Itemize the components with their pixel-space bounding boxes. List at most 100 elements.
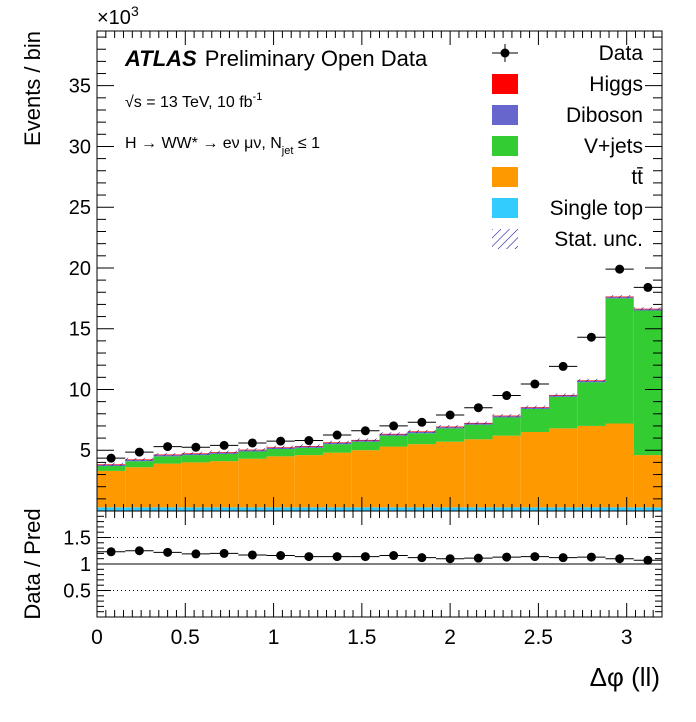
channel-label: H → WW* → eν μν, Njet ≤ 1 xyxy=(125,135,320,157)
bar-2-3 xyxy=(181,455,210,463)
legend-marker-dot xyxy=(500,48,510,58)
bar-2-8 xyxy=(323,444,352,453)
data-point-12 xyxy=(445,410,455,420)
bar-1-17 xyxy=(577,425,606,508)
bar-1-13 xyxy=(464,439,493,508)
bar-2-2 xyxy=(153,456,182,464)
ratio-point-2 xyxy=(163,547,173,557)
ratio-point-12 xyxy=(445,554,455,564)
bar-0-15 xyxy=(520,507,549,511)
stat-unc-band-6 xyxy=(266,445,295,449)
ratio-panel: 0.5 1 1.5 0 0.5 1 1.5 2 2.5 3 Data / Pred xyxy=(20,508,663,649)
stat-unc-band-11 xyxy=(407,429,436,433)
ratio-point-19 xyxy=(643,555,653,565)
legend-label-1: Higgs xyxy=(589,73,643,96)
bar-2-5 xyxy=(238,451,267,459)
main-axes: 5 10 15 20 25 30 35 xyxy=(69,31,663,511)
ratio-point-13 xyxy=(473,553,483,563)
x-tick-label-6: 3 xyxy=(621,626,633,649)
bar-0-19 xyxy=(633,507,662,511)
stat-unc-band-12 xyxy=(436,425,465,429)
bar-2-7 xyxy=(294,447,323,456)
stat-unc-band-1 xyxy=(125,457,154,461)
bar-0-14 xyxy=(492,507,521,511)
bar-1-2 xyxy=(153,463,182,508)
stat-unc-band-7 xyxy=(294,444,323,448)
ratio-tick-label-1: 1 xyxy=(80,554,91,576)
bar-2-14 xyxy=(492,417,521,436)
ratio-point-15 xyxy=(530,552,540,562)
bar-2-15 xyxy=(520,408,549,433)
bar-1-19 xyxy=(633,455,662,508)
y-tick-label-6: 35 xyxy=(69,76,91,98)
bar-0-13 xyxy=(464,507,493,511)
y-tick-label-1: 10 xyxy=(69,379,91,401)
y-axis-label: Events / bin xyxy=(20,31,45,146)
stat-unc-band-16 xyxy=(549,393,578,397)
data-point-5 xyxy=(247,438,257,448)
bar-2-19 xyxy=(633,310,662,456)
ratio-point-9 xyxy=(360,552,370,562)
bar-1-7 xyxy=(294,455,323,508)
ratio-point-6 xyxy=(276,551,286,561)
bar-1-15 xyxy=(520,432,549,508)
bar-2-10 xyxy=(379,435,408,447)
bar-2-9 xyxy=(351,441,380,451)
ratio-axes: 0.5 1 1.5 0 0.5 1 1.5 2 2.5 3 xyxy=(63,511,663,649)
bar-2-13 xyxy=(464,424,493,440)
energy-label: √s = 13 TeV, 10 fb-1 xyxy=(125,91,262,111)
bar-2-16 xyxy=(549,396,578,429)
x-tick-label-1: 0.5 xyxy=(171,626,200,649)
ratio-point-18 xyxy=(615,554,625,564)
ratio-tick-label-0: 0.5 xyxy=(63,581,91,603)
ratio-point-17 xyxy=(586,552,596,562)
bar-0-18 xyxy=(605,507,634,511)
data-point-0 xyxy=(106,453,116,463)
label-suffix: Preliminary Open Data xyxy=(205,46,428,71)
bar-0-8 xyxy=(323,507,352,511)
bar-1-10 xyxy=(379,446,408,508)
ratio-point-3 xyxy=(191,549,201,559)
data-point-14 xyxy=(502,391,512,401)
data-point-8 xyxy=(332,430,342,440)
ratio-point-5 xyxy=(247,550,257,560)
data-point-19 xyxy=(643,282,653,292)
ratio-point-4 xyxy=(219,548,229,558)
y-tick-label-5: 30 xyxy=(69,136,91,158)
data-points xyxy=(97,264,662,463)
y-tick-label-3: 20 xyxy=(69,258,91,280)
data-point-10 xyxy=(389,421,399,431)
stat-unc-band-2 xyxy=(153,452,182,456)
ratio-point-8 xyxy=(332,552,342,562)
stat-unc-band-17 xyxy=(577,378,606,382)
data-point-7 xyxy=(304,436,314,446)
x-tick-label-4: 2 xyxy=(444,626,456,649)
stat-unc-band-9 xyxy=(351,438,380,442)
stat-unc-band-5 xyxy=(238,448,267,452)
legend-swatch-6 xyxy=(492,229,518,249)
bar-1-3 xyxy=(181,462,210,508)
bar-2-17 xyxy=(577,382,606,426)
y-exponent-label: ×103 xyxy=(97,3,139,29)
legend-swatch-1 xyxy=(492,74,518,94)
main-panel: 5 10 15 20 25 30 35 ×103 Events / bin ATLAS Pre… xyxy=(20,3,663,512)
ratio-point-0 xyxy=(106,547,116,557)
ratio-point-14 xyxy=(502,552,512,562)
data-point-9 xyxy=(360,426,370,436)
legend-label-0: Data xyxy=(599,42,644,65)
data-point-3 xyxy=(191,442,201,452)
legend-label-3: V+jets xyxy=(584,135,643,158)
legend-swatch-4 xyxy=(492,167,518,187)
x-tick-label-2: 1 xyxy=(268,626,280,649)
bar-0-3 xyxy=(181,507,210,511)
bar-0-9 xyxy=(351,507,380,511)
bar-0-6 xyxy=(266,507,295,511)
bar-2-6 xyxy=(266,449,295,457)
x-tick-label-5: 2.5 xyxy=(524,626,553,649)
stat-unc-band-0 xyxy=(97,462,126,466)
bar-0-11 xyxy=(407,507,436,511)
legend-label-2: Diboson xyxy=(566,104,643,127)
legend-swatch-2 xyxy=(492,105,518,125)
data-point-1 xyxy=(134,447,144,457)
